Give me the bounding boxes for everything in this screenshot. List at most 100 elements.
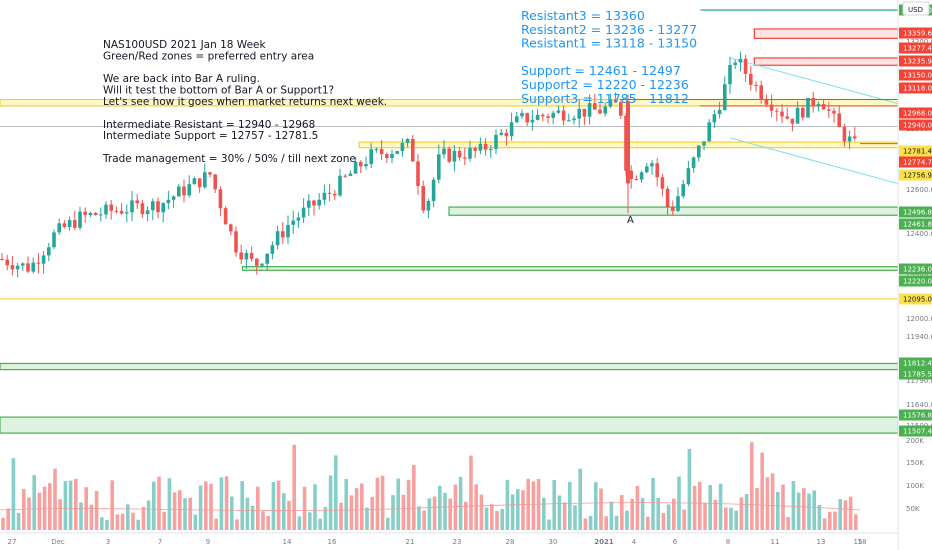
time-tick-label: 6 [673, 538, 678, 546]
price-tag: 12095.0 [899, 293, 932, 305]
volume-bar [843, 500, 848, 530]
volume-bar [427, 498, 432, 530]
candle [468, 140, 472, 162]
candle [437, 144, 441, 184]
candle [93, 212, 98, 216]
volume-bar [6, 508, 10, 530]
candle [47, 242, 51, 262]
candle [483, 138, 488, 156]
candle [556, 105, 561, 114]
volume-bar [214, 518, 218, 530]
volume-tick-label: 150K [906, 459, 924, 467]
candle [785, 107, 789, 120]
candle [452, 144, 457, 172]
level-line-text: Resistant3 = 13360 [521, 8, 645, 23]
volume-bar [198, 485, 203, 530]
volume-bar [682, 509, 686, 530]
volume-bar [744, 494, 749, 530]
svg-text:13277.4: 13277.4 [903, 45, 932, 53]
volume-bar [219, 477, 224, 530]
candle [754, 81, 758, 92]
candle [99, 207, 103, 222]
volume-bar [183, 498, 187, 530]
svg-text:12940.0: 12940.0 [903, 122, 932, 130]
time-tick-label: 9 [206, 538, 210, 546]
candle [239, 244, 243, 265]
candle [541, 113, 545, 122]
level-line-text: Support = 12461 - 12497 [521, 63, 681, 78]
price-tag: 13277.4 [899, 42, 932, 54]
svg-text:11812.4: 11812.4 [903, 360, 932, 368]
candle [686, 161, 691, 187]
candle [837, 106, 841, 128]
svg-text:13235.9: 13235.9 [903, 58, 932, 66]
volume-bar [770, 473, 775, 530]
volume-bar [110, 480, 114, 530]
time-tick-label: 11 [771, 538, 780, 546]
candle [515, 111, 519, 124]
candle [801, 106, 805, 121]
price-tag: 11812.4 [899, 357, 932, 369]
volume-bar [375, 477, 380, 530]
volume-bar [646, 516, 650, 530]
volume-bar [474, 484, 478, 530]
candle [847, 130, 852, 150]
volume-bar [245, 497, 250, 530]
volume-bar [386, 517, 390, 530]
volume-bar [230, 496, 234, 530]
volume-bar [412, 464, 416, 530]
candle [171, 195, 176, 208]
candle [67, 216, 72, 231]
candle [104, 201, 108, 219]
trend-lines [620, 57, 899, 185]
candle [291, 210, 295, 234]
level-line-text: Support2 = 12220 - 12236 [521, 77, 689, 92]
volume-bar [261, 511, 265, 530]
currency-badge[interactable]: USD [902, 1, 930, 16]
time-tick-label: 2021 [594, 538, 614, 546]
candle [379, 139, 384, 160]
candle [151, 198, 155, 221]
volume-bar [500, 509, 504, 530]
volume-bar [547, 519, 551, 530]
svg-text:12781.4: 12781.4 [903, 148, 932, 156]
zone-red-7 [753, 57, 899, 66]
candle [769, 94, 774, 118]
candle [634, 175, 639, 181]
volume-bar [760, 452, 764, 530]
candle [790, 118, 795, 132]
volume-bar [396, 478, 400, 530]
candle [655, 157, 659, 187]
volume-bar [734, 510, 738, 530]
candle [177, 183, 181, 197]
candle [161, 202, 165, 223]
candle [73, 210, 77, 231]
price-tick-label: 12600.0 [906, 186, 932, 194]
candle [853, 127, 857, 141]
candle [811, 92, 815, 113]
volume-bar [256, 486, 260, 530]
candle [333, 190, 337, 201]
volume-bar [542, 497, 546, 530]
volume-bar [812, 490, 816, 530]
candle [182, 179, 186, 203]
candle [36, 253, 41, 274]
volume-bar [458, 476, 463, 530]
candle [665, 186, 670, 215]
volume-bar [391, 495, 395, 530]
candle [364, 156, 368, 170]
volume-bar [287, 500, 291, 530]
time-tick-label: 8 [726, 538, 730, 546]
candle [197, 178, 202, 193]
candle [832, 107, 836, 123]
candle [691, 156, 696, 173]
candle [535, 109, 540, 121]
candle [567, 113, 571, 122]
candle [255, 257, 259, 275]
candle [463, 148, 467, 166]
candle [473, 146, 477, 159]
volume-bar [162, 511, 166, 530]
